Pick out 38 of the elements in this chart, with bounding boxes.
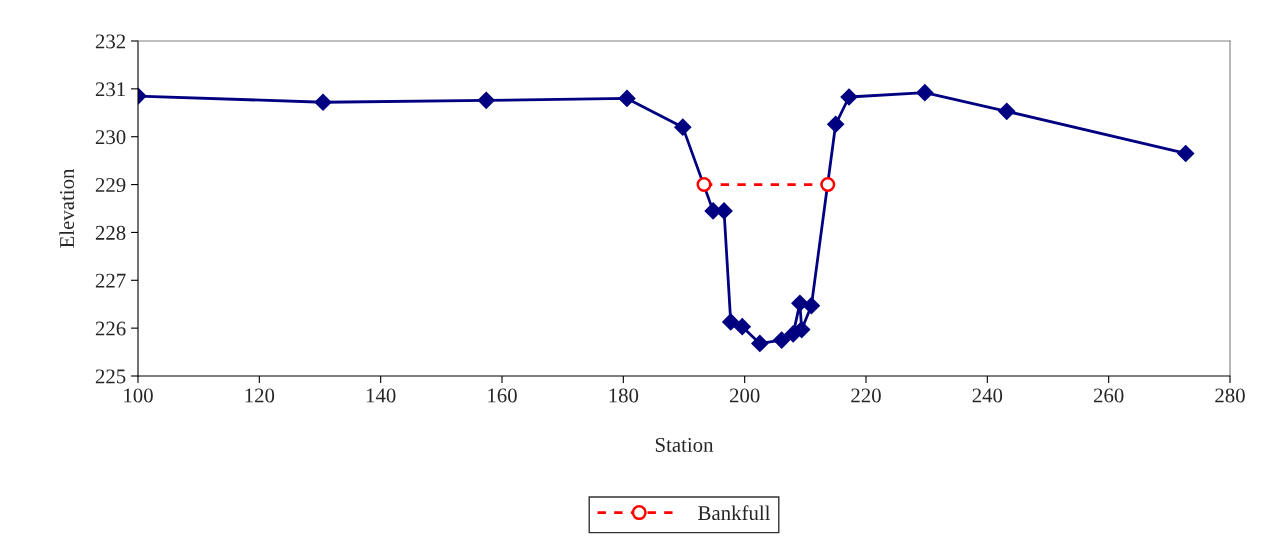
x-tick-label: 100 xyxy=(124,388,153,403)
x-tick-label: 240 xyxy=(972,388,1003,403)
x-tick-label: 140 xyxy=(366,388,396,403)
y-axis-title: Elevation xyxy=(59,168,75,248)
point xyxy=(722,313,740,331)
point xyxy=(674,118,692,136)
point xyxy=(751,334,769,353)
y-tick-label: 232 xyxy=(95,34,126,49)
y-tick-label: 225 xyxy=(95,369,126,384)
point xyxy=(998,102,1016,120)
y-tick-label: 226 xyxy=(95,321,126,336)
point xyxy=(827,115,845,133)
y-tick-label: 228 xyxy=(95,225,126,240)
point xyxy=(696,177,712,193)
x-tick-label: 220 xyxy=(851,388,881,403)
y-tick-label: 230 xyxy=(95,130,126,145)
y-tick-label: 229 xyxy=(95,178,126,192)
x-tick-label: 260 xyxy=(1093,388,1124,403)
x-tick-label: 120 xyxy=(245,388,275,403)
point xyxy=(840,88,858,106)
point xyxy=(802,297,820,315)
x-tick-label: 160 xyxy=(488,388,517,403)
point xyxy=(791,294,809,312)
point xyxy=(618,89,636,107)
x-tick-label: 180 xyxy=(609,388,639,403)
point xyxy=(477,91,495,109)
y-tick-label: 227 xyxy=(95,273,126,288)
point xyxy=(773,331,791,349)
point xyxy=(314,93,332,111)
legend-label: Bankfull xyxy=(698,505,771,521)
y-tick-label: 231 xyxy=(95,82,125,97)
point xyxy=(733,318,751,336)
x-tick-label: 280 xyxy=(1215,388,1245,403)
point xyxy=(820,177,836,193)
point xyxy=(916,84,934,102)
point xyxy=(1177,144,1195,163)
x-axis-title: Station xyxy=(655,437,714,452)
x-tick-label: 200 xyxy=(729,388,760,403)
